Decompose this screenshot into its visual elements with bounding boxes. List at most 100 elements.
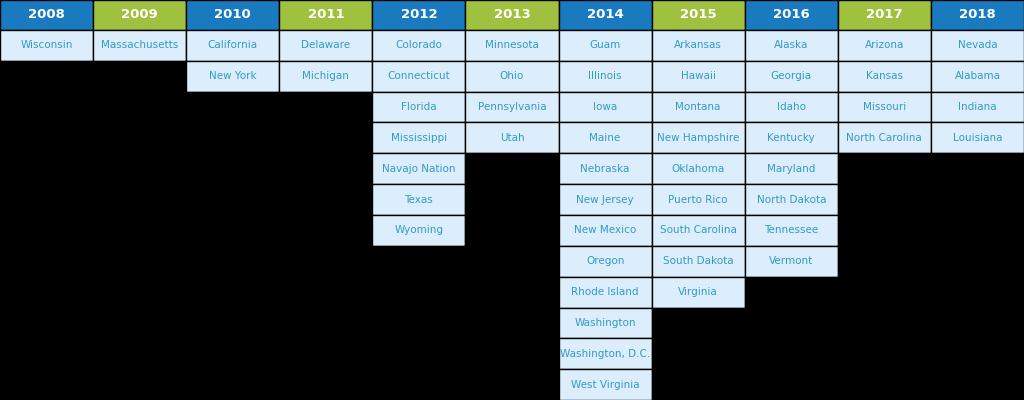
Text: Arizona: Arizona bbox=[864, 40, 904, 50]
Text: Guam: Guam bbox=[590, 40, 621, 50]
Text: Maine: Maine bbox=[590, 133, 621, 143]
Bar bbox=[651, 61, 744, 92]
Bar bbox=[280, 153, 373, 184]
Bar bbox=[931, 338, 1024, 369]
Bar bbox=[931, 308, 1024, 338]
Text: Michigan: Michigan bbox=[302, 71, 349, 81]
Bar bbox=[186, 122, 280, 153]
Text: Georgia: Georgia bbox=[771, 71, 812, 81]
Text: Pennsylvania: Pennsylvania bbox=[477, 102, 547, 112]
Bar bbox=[373, 122, 466, 153]
Text: Connecticut: Connecticut bbox=[387, 71, 451, 81]
Bar bbox=[93, 61, 186, 92]
Text: Ohio: Ohio bbox=[500, 71, 524, 81]
Bar bbox=[838, 215, 931, 246]
Bar bbox=[373, 308, 466, 338]
Bar bbox=[0, 184, 93, 215]
Bar bbox=[744, 153, 838, 184]
Text: Oregon: Oregon bbox=[586, 256, 625, 266]
Bar bbox=[558, 0, 651, 30]
Bar bbox=[280, 369, 373, 400]
Bar bbox=[0, 0, 93, 30]
Bar bbox=[838, 338, 931, 369]
Bar bbox=[744, 246, 838, 277]
Bar bbox=[373, 184, 466, 215]
Bar bbox=[651, 122, 744, 153]
Bar bbox=[186, 92, 280, 122]
Bar bbox=[186, 61, 280, 92]
Bar bbox=[373, 92, 466, 122]
Bar bbox=[466, 61, 558, 92]
Bar bbox=[651, 92, 744, 122]
Text: 2014: 2014 bbox=[587, 8, 624, 22]
Bar bbox=[558, 369, 651, 400]
Bar bbox=[466, 308, 558, 338]
Bar bbox=[651, 246, 744, 277]
Bar bbox=[558, 308, 651, 338]
Bar bbox=[373, 215, 466, 246]
Bar bbox=[0, 61, 93, 92]
Bar bbox=[931, 215, 1024, 246]
Bar bbox=[280, 215, 373, 246]
Bar bbox=[93, 308, 186, 338]
Bar bbox=[186, 246, 280, 277]
Text: Vermont: Vermont bbox=[769, 256, 813, 266]
Bar bbox=[93, 153, 186, 184]
Bar bbox=[0, 30, 93, 61]
Bar bbox=[558, 246, 651, 277]
Text: Florida: Florida bbox=[401, 102, 436, 112]
Bar bbox=[466, 92, 558, 122]
Bar bbox=[93, 246, 186, 277]
Bar bbox=[280, 184, 373, 215]
Text: 2008: 2008 bbox=[28, 8, 65, 22]
Text: South Carolina: South Carolina bbox=[659, 226, 736, 236]
Text: Navajo Nation: Navajo Nation bbox=[382, 164, 456, 174]
Bar bbox=[744, 338, 838, 369]
Text: Iowa: Iowa bbox=[593, 102, 617, 112]
Text: Louisiana: Louisiana bbox=[952, 133, 1002, 143]
Bar bbox=[558, 122, 651, 153]
Text: Washington, D.C.: Washington, D.C. bbox=[560, 349, 650, 359]
Bar bbox=[931, 61, 1024, 92]
Bar bbox=[744, 92, 838, 122]
Bar bbox=[93, 184, 186, 215]
Bar bbox=[373, 338, 466, 369]
Bar bbox=[186, 153, 280, 184]
Bar bbox=[651, 153, 744, 184]
Text: North Carolina: North Carolina bbox=[847, 133, 923, 143]
Bar bbox=[651, 277, 744, 308]
Text: North Dakota: North Dakota bbox=[757, 194, 826, 204]
Text: 2018: 2018 bbox=[959, 8, 995, 22]
Bar bbox=[280, 246, 373, 277]
Text: 2016: 2016 bbox=[773, 8, 810, 22]
Text: Oklahoma: Oklahoma bbox=[672, 164, 725, 174]
Text: Utah: Utah bbox=[500, 133, 524, 143]
Bar bbox=[373, 30, 466, 61]
Text: New Jersey: New Jersey bbox=[577, 194, 634, 204]
Bar bbox=[931, 30, 1024, 61]
Bar bbox=[931, 277, 1024, 308]
Bar bbox=[558, 215, 651, 246]
Bar bbox=[280, 30, 373, 61]
Text: West Virginia: West Virginia bbox=[570, 380, 639, 390]
Bar bbox=[744, 308, 838, 338]
Bar bbox=[186, 369, 280, 400]
Bar bbox=[93, 338, 186, 369]
Text: Wyoming: Wyoming bbox=[394, 226, 443, 236]
Bar bbox=[651, 0, 744, 30]
Text: Missouri: Missouri bbox=[863, 102, 906, 112]
Text: Nevada: Nevada bbox=[957, 40, 997, 50]
Text: Kentucky: Kentucky bbox=[767, 133, 815, 143]
Text: 2011: 2011 bbox=[307, 8, 344, 22]
Bar bbox=[931, 184, 1024, 215]
Text: Delaware: Delaware bbox=[301, 40, 350, 50]
Bar bbox=[838, 153, 931, 184]
Bar bbox=[466, 369, 558, 400]
Bar bbox=[744, 122, 838, 153]
Bar bbox=[186, 215, 280, 246]
Bar bbox=[93, 30, 186, 61]
Bar bbox=[0, 246, 93, 277]
Bar bbox=[186, 338, 280, 369]
Text: Washington: Washington bbox=[574, 318, 636, 328]
Bar bbox=[931, 0, 1024, 30]
